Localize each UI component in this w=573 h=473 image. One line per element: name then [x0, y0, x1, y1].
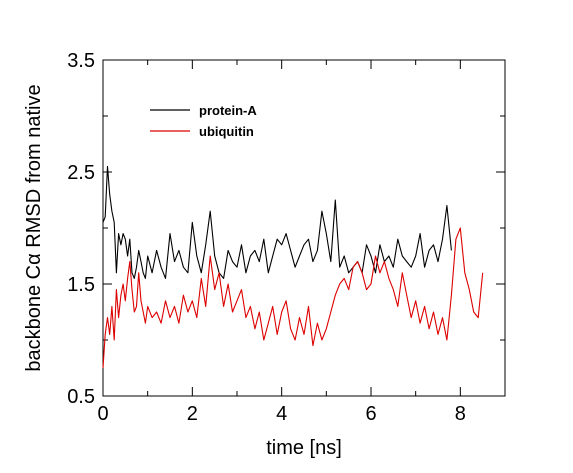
series-lines	[102, 165, 484, 369]
series-line-protein-a	[102, 165, 452, 279]
y-axis-label: backbone Cα RMSD from native	[23, 84, 45, 371]
series-line-ubiquitin	[102, 227, 484, 369]
x-tick-label: 8	[455, 403, 466, 425]
x-axis-label: time [ns]	[266, 437, 342, 459]
x-tick-label: 6	[365, 403, 376, 425]
y-tick-label: 3.5	[67, 50, 95, 72]
x-tick-label: 4	[276, 403, 287, 425]
tick-labels: 0 2 4 6 8 0.5 1.5 2.5 3.5	[67, 50, 466, 425]
y-tick-label: 0.5	[67, 386, 95, 408]
legend-label: protein-A	[199, 103, 257, 118]
legend: protein-A ubiquitin	[150, 103, 257, 139]
x-tick-label: 2	[187, 403, 198, 425]
y-tick-label: 1.5	[67, 274, 95, 296]
x-tick-label: 0	[97, 403, 108, 425]
legend-label: ubiquitin	[199, 124, 254, 139]
axis-ticks	[102, 59, 506, 397]
y-tick-label: 2.5	[67, 162, 95, 184]
